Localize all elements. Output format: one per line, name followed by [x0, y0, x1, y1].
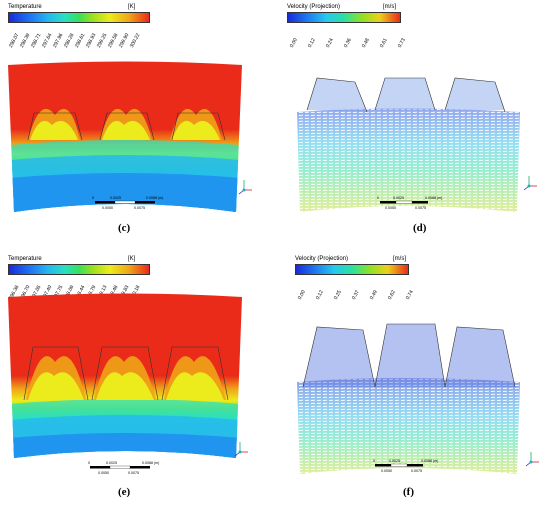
- panel-d-colorbar: [287, 12, 401, 23]
- scale-label: 0.0088 (m): [421, 459, 439, 463]
- panel-c-temperature: Temperature [K] 298.07 298.39 298.71 297…: [0, 0, 275, 252]
- panel-f-colorbar: [295, 264, 409, 275]
- scale-label: 0.0075: [134, 206, 145, 210]
- panel-e-colorbar: [8, 264, 150, 275]
- scale-label: 0.0050: [381, 469, 392, 473]
- panel-c-unit: [K]: [128, 4, 136, 10]
- panel-f-title: Velocity (Projection): [295, 256, 349, 262]
- panel-f-velocity: Velocity (Projection) [m/s] 0.00 0.12 0.…: [275, 252, 550, 504]
- panel-e-caption: (e): [118, 486, 131, 498]
- panel-f-vector-field: [297, 323, 539, 474]
- scale-label: 0.0025: [106, 461, 117, 465]
- panel-d-unit: [m/s]: [383, 4, 396, 10]
- scale-label: 0.0050: [102, 206, 113, 210]
- panel-f-unit: [m/s]: [393, 256, 406, 262]
- scale-label: 0: [373, 459, 375, 463]
- scale-label: 0.0088 (m): [142, 461, 160, 465]
- panel-f-caption: (f): [403, 486, 414, 498]
- scale-label: 0.0050: [98, 471, 109, 475]
- scale-label: 0: [377, 196, 379, 200]
- scale-label: 0.0075: [128, 471, 139, 475]
- scale-label: 0: [88, 461, 90, 465]
- scale-label: 0.0025: [110, 196, 121, 200]
- scale-label: 0.0025: [393, 196, 404, 200]
- panel-e-temperature: Temperature [K] 296.38 296.70 297.05 297…: [0, 252, 275, 504]
- panel-d-caption: (d): [413, 222, 427, 234]
- scale-label: 0.0050: [385, 206, 396, 210]
- panel-e-unit: [K]: [128, 256, 136, 262]
- panel-d-vector-field: [297, 77, 537, 212]
- scale-label: 0.0088 (m): [425, 196, 443, 200]
- panel-c-title: Temperature: [8, 4, 42, 10]
- panel-d-velocity: Velocity (Projection) [m/s] 0.00 0.12 0.…: [275, 0, 550, 252]
- panel-d-title: Velocity (Projection): [287, 4, 341, 10]
- panel-c-contour: [8, 61, 252, 212]
- panel-c-caption: (c): [118, 222, 131, 234]
- panel-e-title: Temperature: [8, 256, 42, 262]
- scale-label: 0.0075: [411, 469, 422, 473]
- panel-c-colorbar: [8, 12, 150, 23]
- scale-label: 0: [92, 196, 94, 200]
- panel-e-contour: [8, 293, 248, 469]
- scale-label: 0.0075: [415, 206, 426, 210]
- scale-label: 0.0025: [389, 459, 400, 463]
- scale-label: 0.0088 (m): [146, 196, 164, 200]
